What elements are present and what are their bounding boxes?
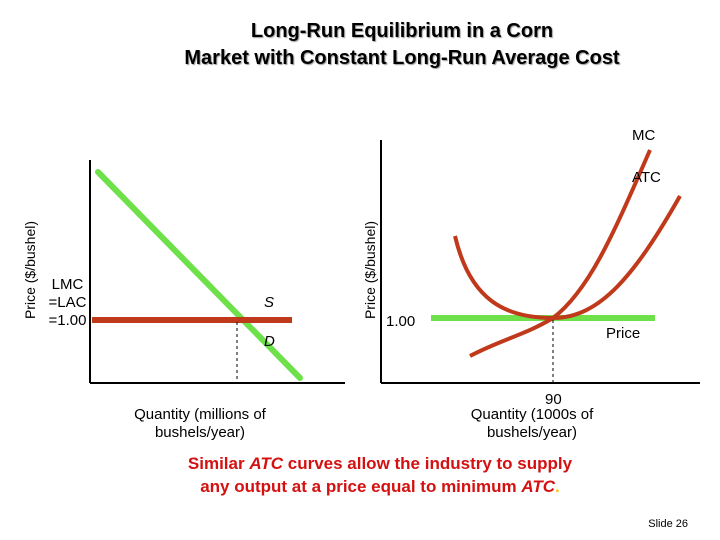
caption-part1: Similar — [187, 454, 250, 473]
demand-label: D — [264, 333, 275, 350]
left-x-axis-label-line2: bushels/year) — [154, 424, 246, 441]
price-label: Price — [606, 325, 641, 342]
caption-part2: curves allow the industry to supply — [283, 454, 573, 473]
right-atc-curve — [453, 195, 682, 321]
price-value-label: 1.00 — [386, 313, 416, 330]
lmc-label: LMC =LAC =1.00 — [40, 276, 95, 330]
right-x-axis-label-line1: Quantity (1000s of — [470, 406, 594, 423]
title-line-1: Long-Run Equilibrium in a Corn — [250, 20, 554, 42]
caption-atc-1: ATC — [249, 454, 284, 473]
lmc-label-line3: =1.00 — [48, 312, 87, 329]
right-x-axis-label-line2: bushels/year) — [486, 424, 578, 441]
right-mc-curve — [469, 149, 652, 358]
slide-title: Long-Run Equilibrium in a Corn Market wi… — [0, 18, 720, 72]
caption-period: . — [555, 477, 560, 496]
slide-number: Slide 26 — [648, 518, 688, 530]
left-x-axis-label-line1: Quantity (millions of — [134, 406, 266, 423]
caption-line2: any output at a price equal to minimum A… — [120, 475, 640, 498]
right-x-axis-label: Quantity (1000s of bushels/year) — [452, 406, 612, 442]
supply-label: S — [264, 294, 275, 311]
left-x-axis-label: Quantity (millions of bushels/year) — [110, 406, 290, 442]
caption: Similar ATC curves allow the industry to… — [120, 452, 640, 498]
lmc-label-line1: LMC — [51, 276, 84, 293]
left-demand-curve — [95, 169, 303, 381]
caption-line1: Similar ATC curves allow the industry to… — [120, 452, 640, 475]
left-y-axis-label: Price ($/bushel) — [22, 220, 38, 320]
quantity-value-label: 90 — [545, 391, 562, 408]
atc-label: ATC — [632, 169, 661, 186]
mc-label: MC — [632, 127, 656, 144]
title-line-2: Market with Constant Long-Run Average Co… — [184, 47, 620, 69]
lmc-label-line2: =LAC — [48, 294, 87, 311]
caption-atc-2: ATC — [521, 477, 556, 496]
caption-part3: any output at a price equal to minimum — [200, 477, 522, 496]
right-y-axis-label: Price ($/bushel) — [362, 220, 378, 320]
